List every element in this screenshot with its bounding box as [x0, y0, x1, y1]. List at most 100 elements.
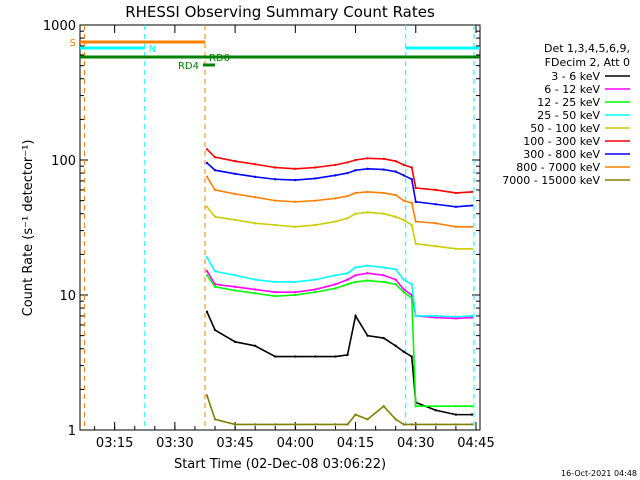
series-point-1	[253, 288, 257, 291]
legend-label-7: 800 - 7000 keV	[516, 161, 600, 174]
series-point-6	[470, 204, 474, 207]
series-point-2	[233, 289, 237, 292]
series-point-1	[470, 316, 474, 319]
series-point-0	[205, 310, 209, 314]
series-point-5	[253, 163, 257, 166]
y-tick-label: 1	[68, 424, 76, 439]
series-point-0	[314, 355, 317, 358]
series-point-7	[394, 193, 397, 197]
series-line-7	[206, 176, 472, 228]
series-point-1	[402, 288, 405, 291]
chart-title: RHESSI Observing Summary Count Rates	[125, 3, 435, 21]
series-point-7	[253, 196, 257, 199]
series-point-4	[410, 223, 413, 227]
series-point-1	[394, 278, 397, 281]
series-point-2	[470, 405, 474, 408]
series-point-3	[402, 278, 405, 281]
series-point-3	[454, 315, 458, 318]
series-point-4	[470, 247, 474, 250]
series-point-2	[314, 290, 317, 294]
series-point-8	[213, 418, 217, 421]
legend-label-0: 3 - 6 keV	[551, 70, 600, 83]
series-point-2	[454, 405, 458, 408]
series-point-1	[314, 288, 317, 291]
legend-label-8: 7000 - 15000 keV	[502, 174, 600, 187]
series-point-0	[366, 334, 369, 337]
series-point-2	[434, 405, 438, 408]
series-point-4	[205, 205, 209, 209]
series-point-4	[454, 247, 458, 250]
series-point-5	[205, 148, 209, 151]
legend-header-1: Det 1,3,4,5,6,9,	[544, 42, 630, 55]
series-point-8	[314, 423, 317, 426]
series-point-6	[274, 178, 277, 181]
series-point-0	[253, 344, 257, 348]
series-point-2	[410, 296, 413, 300]
y-tick-label: 1000	[43, 19, 76, 34]
series-point-8	[233, 423, 237, 426]
x-axis-label: Start Time (02-Dec-08 03:06:22)	[174, 457, 386, 472]
series-point-6	[233, 172, 237, 176]
series-point-5	[213, 155, 217, 159]
series-point-0	[394, 344, 397, 348]
series-point-5	[410, 166, 413, 169]
series-point-2	[394, 283, 397, 286]
series-point-6	[346, 171, 349, 175]
series-point-0	[434, 409, 438, 412]
series-point-7	[402, 199, 405, 202]
series-point-6	[394, 170, 397, 173]
series-point-6	[213, 169, 217, 172]
series-point-5	[294, 167, 297, 171]
series-point-3	[314, 278, 317, 281]
series-point-5	[314, 166, 317, 169]
series-point-4	[346, 217, 349, 220]
series-point-3	[470, 314, 474, 318]
x-tick-label: 04:00	[277, 436, 314, 451]
series-point-4	[434, 244, 438, 248]
series-point-8	[454, 423, 458, 426]
series-point-6	[205, 161, 209, 165]
series-point-4	[354, 212, 357, 215]
series-point-2	[414, 405, 417, 408]
series-point-2	[294, 293, 297, 297]
x-tick-label: 03:15	[96, 436, 133, 451]
flag-label: RD4	[178, 61, 199, 72]
series-point-8	[434, 423, 438, 426]
series-point-5	[334, 163, 337, 167]
series-point-0	[334, 355, 337, 358]
series-point-4	[213, 215, 217, 218]
series-point-3	[233, 274, 237, 277]
series-point-4	[414, 242, 417, 245]
series-point-3	[394, 268, 397, 271]
series-point-0	[382, 336, 385, 340]
series-point-6	[354, 169, 357, 172]
series-point-5	[402, 163, 405, 167]
series-point-3	[410, 283, 413, 286]
series-point-2	[354, 280, 357, 284]
series-point-6	[382, 168, 385, 171]
series-point-3	[334, 274, 337, 277]
series-point-3	[434, 314, 438, 318]
series-point-8	[294, 423, 297, 426]
series-point-3	[253, 278, 257, 281]
series-point-3	[274, 280, 277, 284]
series-line-0	[206, 311, 472, 416]
series-point-8	[394, 418, 397, 421]
series-point-0	[346, 353, 349, 357]
series-point-1	[454, 317, 458, 320]
series-point-7	[414, 220, 417, 223]
series-point-0	[213, 328, 217, 332]
series-point-5	[394, 159, 397, 163]
series-line-6	[206, 162, 473, 208]
timestamp: 16-Oct-2021 04:48	[561, 469, 637, 478]
series-point-8	[402, 423, 405, 426]
series-point-6	[314, 177, 317, 180]
series-point-2	[213, 285, 217, 289]
x-tick-label: 04:15	[337, 436, 374, 451]
series-point-7	[346, 194, 349, 198]
legend-label-4: 50 - 100 keV	[530, 122, 600, 135]
series-point-3	[354, 266, 357, 269]
series-point-6	[402, 174, 405, 177]
series-point-1	[274, 290, 277, 294]
flag-label: N	[149, 44, 156, 55]
